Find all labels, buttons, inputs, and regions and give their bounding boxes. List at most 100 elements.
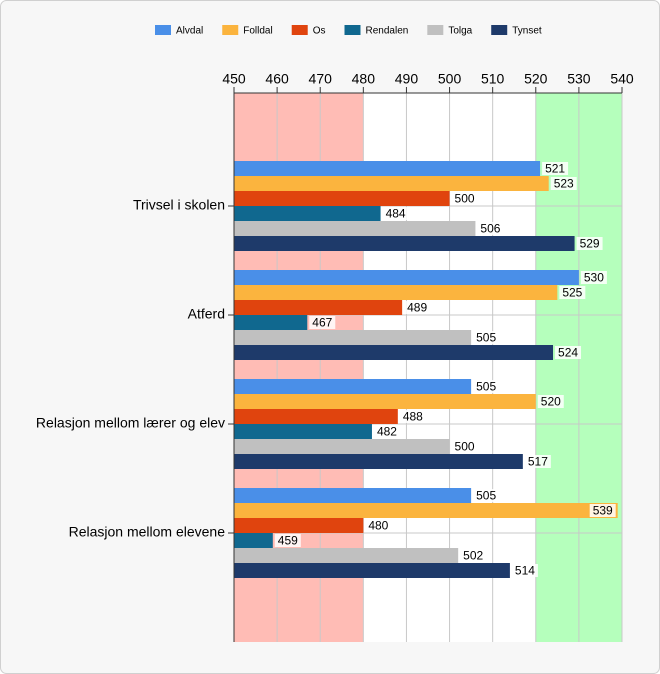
bar <box>234 330 472 345</box>
bar <box>234 503 618 518</box>
y-tick-label: Trivsel i skolen <box>133 197 225 213</box>
bar <box>234 548 459 563</box>
bar <box>234 221 476 236</box>
label-bg <box>451 440 478 453</box>
label-bg <box>477 222 504 235</box>
label-bg <box>274 534 301 547</box>
legend-label: Alvdal <box>176 26 203 37</box>
value-label: 530 <box>584 271 604 285</box>
value-label: 500 <box>455 192 475 206</box>
y-tick-label: Relasjon mellom lærer og elev <box>36 415 225 431</box>
legend-swatch <box>344 25 361 35</box>
legend-swatch <box>222 25 239 35</box>
label-bg <box>550 177 577 190</box>
label-bg <box>473 489 500 502</box>
bar <box>234 454 523 469</box>
bar <box>234 191 450 206</box>
bar <box>234 563 510 578</box>
legend-swatch <box>155 25 171 35</box>
legend-label: Rendalen <box>366 26 409 37</box>
bar <box>234 394 536 409</box>
label-bg <box>460 549 487 562</box>
label-bg <box>451 192 478 205</box>
bar <box>234 345 554 360</box>
x-tick-label: 480 <box>352 71 376 87</box>
value-label: 489 <box>407 301 427 315</box>
bar <box>234 270 579 285</box>
label-bg <box>373 425 400 438</box>
label-bg <box>365 519 392 532</box>
bar <box>234 533 273 548</box>
bar <box>234 488 472 503</box>
value-label: 484 <box>386 207 406 221</box>
label-bg <box>542 162 569 175</box>
label-bg <box>559 286 586 299</box>
bar <box>234 439 450 454</box>
bar <box>234 285 558 300</box>
legend-swatch <box>427 25 444 35</box>
label-bg <box>580 271 607 284</box>
bar <box>234 176 549 191</box>
bar <box>234 206 381 221</box>
x-tick-label: 470 <box>309 71 333 87</box>
legend-label: Tolga <box>448 26 472 37</box>
bar <box>234 518 364 533</box>
label-bg <box>473 380 500 393</box>
y-tick-label: Relasjon mellom elevene <box>69 524 226 540</box>
value-label: 505 <box>476 380 496 394</box>
label-bg <box>555 346 582 359</box>
x-tick-label: 460 <box>265 71 289 87</box>
bar <box>234 424 372 439</box>
value-label: 482 <box>377 425 397 439</box>
value-label: 520 <box>541 395 561 409</box>
value-label: 480 <box>368 519 388 533</box>
value-label: 500 <box>455 440 475 454</box>
y-tick-label: Atferd <box>188 306 225 322</box>
bar <box>234 379 472 394</box>
bar <box>234 161 541 176</box>
value-label: 514 <box>515 564 535 578</box>
value-label: 467 <box>312 316 332 330</box>
bar <box>234 315 308 330</box>
x-tick-label: 530 <box>567 71 591 87</box>
label-bg <box>589 504 616 517</box>
legend-swatch <box>291 25 308 35</box>
value-label: 488 <box>403 410 423 424</box>
value-label: 529 <box>580 237 600 251</box>
value-label: 521 <box>545 162 565 176</box>
value-label: 505 <box>476 489 496 503</box>
label-bg <box>473 331 500 344</box>
label-bg <box>576 237 603 250</box>
label-bg <box>382 207 409 220</box>
label-bg <box>399 410 426 423</box>
x-tick-label: 500 <box>438 71 462 87</box>
legend-label: Os <box>313 26 326 37</box>
x-tick-label: 540 <box>610 71 634 87</box>
bar <box>234 300 403 315</box>
legend-label: Folldal <box>243 26 272 37</box>
legend-label: Tynset <box>512 26 542 37</box>
x-tick-label: 450 <box>222 71 246 87</box>
legend-swatch <box>491 25 508 35</box>
value-label: 524 <box>558 346 578 360</box>
label-bg <box>537 395 564 408</box>
value-label: 539 <box>593 504 613 518</box>
value-label: 525 <box>562 286 582 300</box>
value-label: 505 <box>476 331 496 345</box>
value-label: 506 <box>480 222 500 236</box>
label-bg <box>524 455 551 468</box>
label-bg <box>404 301 431 314</box>
label-bg <box>309 316 336 329</box>
label-bg <box>511 564 538 577</box>
x-tick-label: 510 <box>481 71 505 87</box>
x-tick-label: 490 <box>395 71 419 87</box>
bar <box>234 236 575 251</box>
value-label: 502 <box>463 549 483 563</box>
x-tick-label: 520 <box>524 71 548 87</box>
value-label: 517 <box>528 455 548 469</box>
value-label: 523 <box>554 177 574 191</box>
value-label: 459 <box>278 534 298 548</box>
bar <box>234 409 398 424</box>
